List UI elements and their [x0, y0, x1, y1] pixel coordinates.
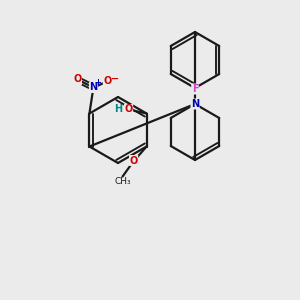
Text: −: − — [111, 74, 119, 83]
Text: O: O — [124, 104, 133, 115]
Text: +: + — [94, 78, 101, 87]
Text: O: O — [130, 155, 138, 166]
Text: F: F — [192, 84, 198, 94]
Text: O: O — [73, 74, 82, 85]
Text: N: N — [89, 82, 98, 92]
Text: CH₃: CH₃ — [114, 178, 131, 187]
Text: O: O — [103, 76, 112, 86]
Text: H: H — [115, 103, 123, 113]
Text: N: N — [191, 99, 199, 109]
